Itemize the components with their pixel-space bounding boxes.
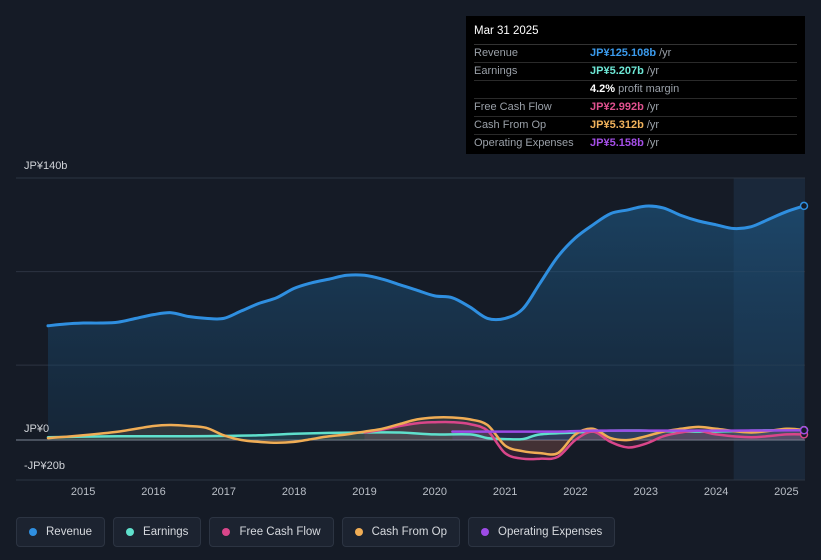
tooltip-row-value: JP¥2.992b — [590, 101, 644, 113]
tooltip-row-label: Operating Expenses — [474, 137, 574, 149]
series-line-revenue — [46, 204, 806, 328]
tooltip-row-unit: /yr — [646, 137, 660, 149]
tooltip-row: Cash From Op JP¥5.312b/yr — [474, 117, 797, 135]
legend-dot-icon — [29, 528, 37, 536]
x-tick-label: 2025 — [774, 486, 798, 498]
tooltip-row-unit: /yr — [646, 101, 660, 113]
legend-label: Earnings — [143, 526, 189, 538]
tooltip-row-unit: /yr — [646, 119, 660, 131]
legend-dot-icon — [481, 528, 490, 536]
legend: Revenue Earnings Free Cash Flow Cash From O… — [16, 517, 616, 549]
tooltip-row-value: JP¥5.312b — [590, 119, 644, 131]
tooltip-row: Operating Expenses JP¥5.158b/yr — [474, 135, 797, 152]
tooltip-panel: Mar 31 2025 Revenue JP¥125.108b/yr Earning… — [466, 16, 805, 154]
x-tick-label: 2020 — [423, 486, 447, 498]
series-endpoint-revenue — [799, 201, 809, 211]
legend-item-earnings[interactable]: Earnings — [113, 517, 202, 547]
tooltip-row-label: Cash From Op — [474, 119, 547, 131]
y-label-top: JP¥140b — [24, 160, 68, 172]
tooltip-row-unit: /yr — [659, 47, 672, 59]
tooltip-row-value: 4.2% — [590, 83, 616, 95]
tooltip-row-label: Earnings — [474, 65, 518, 77]
tooltip-row-unit: /yr — [646, 65, 660, 77]
legend-item-free-cash-flow[interactable]: Free Cash Flow — [209, 517, 334, 547]
tooltip-date: Mar 31 2025 — [474, 24, 797, 45]
x-tick-label: 2022 — [563, 486, 587, 498]
tooltip-row: Free Cash Flow JP¥2.992b/yr — [474, 99, 797, 117]
x-tick-label: 2019 — [352, 486, 376, 498]
tooltip-row: 4.2% profit margin — [474, 81, 797, 99]
legend-item-cash-from-op[interactable]: Cash From Op — [341, 517, 461, 547]
legend-label: Free Cash Flow — [239, 526, 321, 538]
series-area-revenue — [48, 205, 804, 440]
legend-dot-icon — [354, 528, 363, 536]
legend-item-operating-expenses[interactable]: Operating Expenses — [468, 517, 616, 547]
legend-item-revenue[interactable]: Revenue — [16, 517, 106, 547]
tooltip-row-value: JP¥125.108b — [590, 47, 657, 59]
tooltip-row-value: JP¥5.158b — [590, 137, 644, 149]
y-label-zero: JP¥0 — [24, 423, 50, 435]
tooltip-row-value: JP¥5.207b — [590, 65, 644, 77]
tooltip-row: Revenue JP¥125.108b/yr — [474, 45, 797, 63]
legend-label: Revenue — [46, 526, 93, 538]
x-tick-label: 2018 — [282, 486, 306, 498]
series-line-cash-from-op — [46, 416, 806, 456]
x-tick-label: 2024 — [704, 486, 728, 498]
x-tick-label: 2017 — [212, 486, 236, 498]
tooltip-row-unit: profit margin — [618, 83, 680, 95]
x-tick-label: 2016 — [141, 486, 165, 498]
y-label-bottom: -JP¥20b — [24, 460, 65, 472]
tooltip-row-label: Revenue — [474, 47, 519, 59]
tooltip-row: Earnings JP¥5.207b/yr — [474, 63, 797, 81]
legend-label: Operating Expenses — [498, 526, 603, 538]
series-line-operating-expenses — [451, 429, 806, 433]
x-tick-label: 2015 — [71, 486, 95, 498]
series-endpoint-operating-expenses — [799, 426, 809, 435]
tooltip-row-label: Free Cash Flow — [474, 101, 552, 113]
x-tick-label: 2023 — [634, 486, 658, 498]
legend-label: Cash From Op — [371, 526, 448, 538]
x-tick-label: 2021 — [493, 486, 517, 498]
series-area-cash-from-op — [48, 417, 804, 455]
tooltip-row-label — [474, 81, 590, 98]
legend-dot-icon — [126, 528, 135, 536]
legend-dot-icon — [222, 528, 231, 536]
